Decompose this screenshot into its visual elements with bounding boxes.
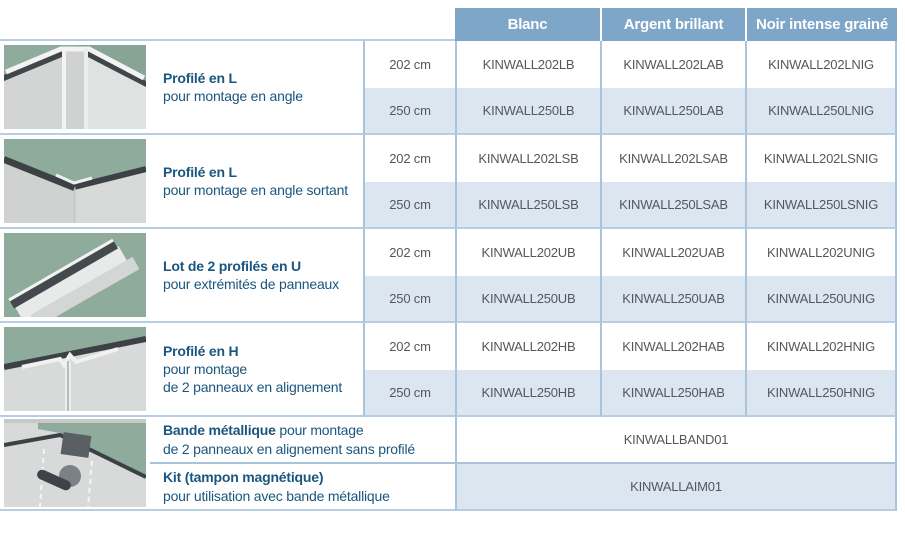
header-cell-blanc: Blanc xyxy=(455,8,600,41)
product-subtitle: pour montage de 2 panneaux en alignement xyxy=(163,360,343,396)
size-cell: 202 cm xyxy=(363,41,455,88)
code-cell: KINWALL202HAB xyxy=(600,323,745,370)
product-description: Profilé en H pour montage de 2 panneaux … xyxy=(150,323,363,417)
code-cell: KINWALL202HNIG xyxy=(745,323,897,370)
size-cell: 202 cm xyxy=(363,229,455,276)
metal-band-magnetic-pad-icon xyxy=(4,419,146,507)
h-profile-panel-joint-icon xyxy=(4,327,146,411)
accessory-description: Kit (tampon magnétique) pour utilisation… xyxy=(150,464,455,511)
size-cell: 250 cm xyxy=(363,182,455,229)
size-cell: 250 cm xyxy=(363,88,455,135)
header-cell-noir-intense-graine: Noir intense grainé xyxy=(745,8,897,41)
product-description: Profilé en L pour montage en angle sorta… xyxy=(150,135,363,229)
code-cell: KINWALL250LSB xyxy=(455,182,600,229)
code-cell: KINWALL250LSNIG xyxy=(745,182,897,229)
size-cell: 250 cm xyxy=(363,370,455,417)
accessory-text-line2: de 2 panneaux en alignement sans profilé xyxy=(163,440,415,457)
product-subtitle: pour montage en angle sortant xyxy=(163,182,348,198)
code-cell: KINWALL202LAB xyxy=(600,41,745,88)
product-title: Lot de 2 profilés en U xyxy=(163,257,301,274)
code-cell-merged: KINWALLBAND01 xyxy=(455,417,897,464)
accessory-title: Kit (tampon magnétique) xyxy=(163,469,324,486)
product-image xyxy=(0,417,150,511)
code-cell: KINWALL250LAB xyxy=(600,88,745,135)
code-cell: KINWALL202LSAB xyxy=(600,135,745,182)
u-profile-panel-edge-icon xyxy=(4,233,146,317)
code-cell: KINWALL250HB xyxy=(455,370,600,417)
code-cell: KINWALL250LB xyxy=(455,88,600,135)
code-cell: KINWALL250UB xyxy=(455,276,600,323)
size-cell: 202 cm xyxy=(363,323,455,370)
code-cell: KINWALL202LNIG xyxy=(745,41,897,88)
product-image xyxy=(0,323,150,417)
code-cell: KINWALL250HAB xyxy=(600,370,745,417)
code-cell: KINWALL202UB xyxy=(455,229,600,276)
accessory-text-line1: Bande métallique pour montage xyxy=(163,421,364,439)
product-image xyxy=(0,41,150,135)
code-cell: KINWALL250HNIG xyxy=(745,370,897,417)
code-cell: KINWALL202LSNIG xyxy=(745,135,897,182)
code-cell: KINWALL202UNIG xyxy=(745,229,897,276)
header-spacer xyxy=(0,8,455,41)
product-description: Lot de 2 profilés en U pour extrémités d… xyxy=(150,229,363,323)
header-cell-argent-brillant: Argent brillant xyxy=(600,8,745,41)
product-subtitle: pour extrémités de panneaux xyxy=(163,276,339,292)
l-profile-exterior-corner-icon xyxy=(4,139,146,223)
product-image xyxy=(0,135,150,229)
code-cell: KINWALL250LSAB xyxy=(600,182,745,229)
code-cell: KINWALL202HB xyxy=(455,323,600,370)
code-cell: KINWALL250UAB xyxy=(600,276,745,323)
code-cell: KINWALL250UNIG xyxy=(745,276,897,323)
code-cell-merged: KINWALLAIM01 xyxy=(455,464,897,511)
size-cell: 202 cm xyxy=(363,135,455,182)
l-profile-interior-corner-icon xyxy=(4,45,146,129)
product-subtitle: pour montage en angle xyxy=(163,88,303,104)
code-cell: KINWALL202LSB xyxy=(455,135,600,182)
accessory-title: Bande métallique xyxy=(163,422,276,439)
product-title: Profilé en H xyxy=(163,342,239,359)
size-cell: 250 cm xyxy=(363,276,455,323)
product-description: Profilé en L pour montage en angle xyxy=(150,41,363,135)
code-cell: KINWALL202UAB xyxy=(600,229,745,276)
product-title: Profilé en L xyxy=(163,163,237,180)
product-title: Profilé en L xyxy=(163,69,237,86)
code-cell: KINWALL250LNIG xyxy=(745,88,897,135)
accessory-title-rest: pour montage xyxy=(275,422,364,439)
product-image xyxy=(0,229,150,323)
accessory-text-line1: Kit (tampon magnétique) xyxy=(163,468,323,486)
accessory-description: Bande métallique pour montage de 2 panne… xyxy=(150,417,455,464)
code-cell: KINWALL202LB xyxy=(455,41,600,88)
product-table: Blanc Argent brillant Noir intense grain… xyxy=(0,8,897,511)
accessory-text-line2: pour utilisation avec bande métallique xyxy=(163,487,390,504)
